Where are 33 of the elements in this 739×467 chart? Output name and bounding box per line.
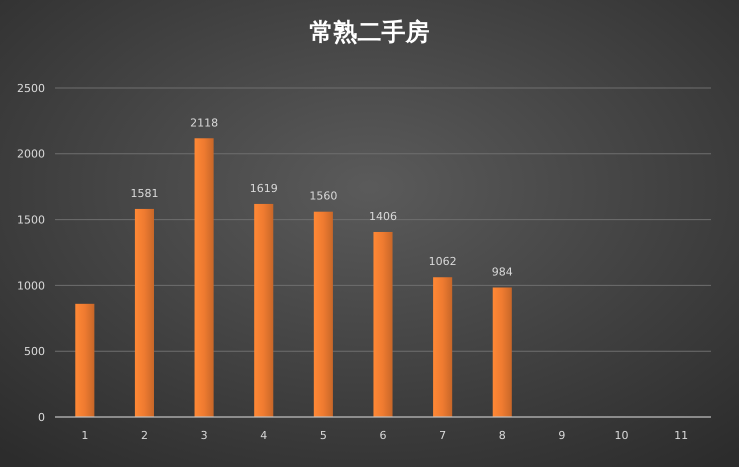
bar bbox=[314, 212, 333, 417]
data-label: 2118 bbox=[190, 116, 218, 130]
bar bbox=[373, 232, 393, 417]
y-tick-label: 2500 bbox=[17, 82, 45, 95]
data-label: 1406 bbox=[369, 210, 397, 223]
x-tick-label: 11 bbox=[674, 429, 688, 442]
bar bbox=[134, 208, 154, 417]
data-label: 1581 bbox=[130, 186, 158, 200]
x-tick-label: 9 bbox=[558, 429, 566, 442]
x-tick-label: 7 bbox=[439, 429, 446, 442]
bar bbox=[75, 304, 94, 417]
bar bbox=[194, 138, 214, 417]
data-label: 1619 bbox=[250, 182, 278, 195]
data-label: 984 bbox=[492, 266, 513, 279]
y-tick-label: 1000 bbox=[17, 279, 45, 292]
x-tick-label: 8 bbox=[498, 429, 506, 442]
x-tick-label: 4 bbox=[260, 429, 268, 442]
x-tick-label: 2 bbox=[140, 429, 148, 442]
y-tick-label: 0 bbox=[38, 410, 45, 424]
x-tick-label: 3 bbox=[200, 429, 208, 442]
x-tick-label: 5 bbox=[320, 429, 327, 442]
y-tick-label: 2000 bbox=[17, 148, 45, 161]
x-tick-label: 1 bbox=[81, 429, 88, 442]
bar bbox=[433, 277, 452, 417]
data-label: 1560 bbox=[309, 190, 338, 203]
x-tick-label: 6 bbox=[380, 429, 386, 442]
y-tick-label: 1500 bbox=[17, 213, 45, 226]
x-tick-label: 10 bbox=[614, 429, 629, 442]
bar bbox=[492, 288, 512, 417]
y-tick-label: 500 bbox=[24, 345, 45, 358]
data-label: 1062 bbox=[428, 255, 457, 268]
chart-title: 常熟二手房 bbox=[310, 18, 430, 46]
bar bbox=[254, 204, 274, 417]
